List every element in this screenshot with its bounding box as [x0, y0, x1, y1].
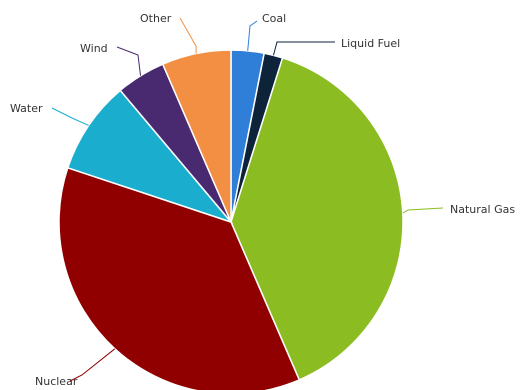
- label-water: Water: [10, 102, 43, 115]
- label-natural-gas: Natural Gas: [450, 203, 515, 216]
- connector-water: [51, 107, 89, 126]
- label-coal: Coal: [262, 12, 286, 25]
- pie-labels: Coal Liquid Fuel Natural Gas Nuclear Water Wi…: [10, 12, 515, 388]
- label-wind: Wind: [80, 42, 108, 55]
- pie-slices: [58, 49, 404, 390]
- label-liquid-fuel: Liquid Fuel: [341, 37, 400, 50]
- pie-connectors: [51, 17, 444, 382]
- pie-slice-water[interactable]: [66, 89, 234, 224]
- connector-wind: [116, 46, 142, 76]
- pie-slice-nuclear[interactable]: [58, 166, 301, 390]
- connector-nuclear: [69, 348, 116, 382]
- pie-slice-other[interactable]: [161, 49, 232, 223]
- connector-natural-gas: [402, 207, 444, 214]
- pie-slice-natural-gas[interactable]: [230, 56, 404, 381]
- label-other: Other: [140, 12, 172, 25]
- connector-liquid-fuel: [272, 41, 335, 56]
- connector-other: [179, 17, 197, 54]
- label-nuclear: Nuclear: [35, 375, 78, 388]
- connector-coal: [247, 20, 258, 51]
